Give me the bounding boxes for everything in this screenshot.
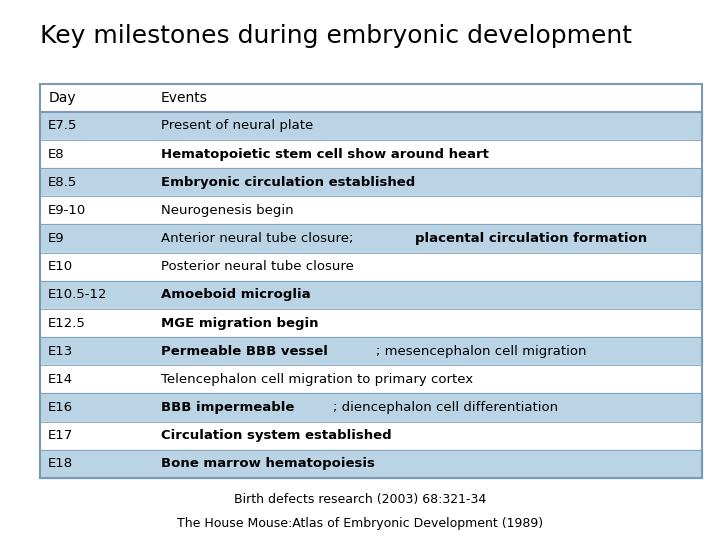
Text: MGE migration begin: MGE migration begin bbox=[161, 316, 318, 329]
Text: Present of neural plate: Present of neural plate bbox=[161, 119, 313, 132]
Text: Embryonic circulation established: Embryonic circulation established bbox=[161, 176, 415, 189]
Text: ; diencephalon cell differentiation: ; diencephalon cell differentiation bbox=[333, 401, 558, 414]
Text: E8.5: E8.5 bbox=[48, 176, 78, 189]
Bar bbox=[40, 365, 702, 394]
Bar bbox=[40, 197, 702, 225]
Bar bbox=[40, 309, 702, 337]
Text: Permeable BBB vessel: Permeable BBB vessel bbox=[161, 345, 328, 357]
Bar bbox=[40, 112, 702, 140]
Text: Amoeboid microglia: Amoeboid microglia bbox=[161, 288, 310, 301]
Text: E7.5: E7.5 bbox=[48, 119, 78, 132]
Text: The House Mouse:Atlas of Embryonic Development (1989): The House Mouse:Atlas of Embryonic Devel… bbox=[177, 517, 543, 530]
Text: BBB impermeable: BBB impermeable bbox=[161, 401, 294, 414]
Text: Key milestones during embryonic development: Key milestones during embryonic developm… bbox=[40, 24, 631, 48]
Bar bbox=[40, 422, 702, 450]
Bar bbox=[40, 337, 702, 365]
Text: Hematopoietic stem cell show around heart: Hematopoietic stem cell show around hear… bbox=[161, 147, 489, 160]
Text: E14: E14 bbox=[48, 373, 73, 386]
Text: Telencephalon cell migration to primary cortex: Telencephalon cell migration to primary … bbox=[161, 373, 473, 386]
Text: Bone marrow hematopoiesis: Bone marrow hematopoiesis bbox=[161, 457, 374, 470]
Bar bbox=[40, 168, 702, 197]
Text: Anterior neural tube closure;: Anterior neural tube closure; bbox=[161, 232, 357, 245]
Bar bbox=[40, 225, 702, 253]
Text: E10: E10 bbox=[48, 260, 73, 273]
Text: placental circulation formation: placental circulation formation bbox=[415, 232, 647, 245]
Text: Day: Day bbox=[48, 91, 76, 105]
Text: Events: Events bbox=[161, 91, 208, 105]
Text: Circulation system established: Circulation system established bbox=[161, 429, 392, 442]
Text: E18: E18 bbox=[48, 457, 73, 470]
Text: E13: E13 bbox=[48, 345, 73, 357]
Text: E9-10: E9-10 bbox=[48, 204, 86, 217]
Bar bbox=[40, 253, 702, 281]
Bar bbox=[40, 394, 702, 422]
Text: E8: E8 bbox=[48, 147, 65, 160]
Text: E17: E17 bbox=[48, 429, 73, 442]
Text: E9: E9 bbox=[48, 232, 65, 245]
Text: Neurogenesis begin: Neurogenesis begin bbox=[161, 204, 294, 217]
Text: E12.5: E12.5 bbox=[48, 316, 86, 329]
Text: E10.5-12: E10.5-12 bbox=[48, 288, 108, 301]
Text: Posterior neural tube closure: Posterior neural tube closure bbox=[161, 260, 354, 273]
Bar bbox=[40, 450, 702, 478]
Bar bbox=[40, 281, 702, 309]
Text: E16: E16 bbox=[48, 401, 73, 414]
Text: Birth defects research (2003) 68:321-34: Birth defects research (2003) 68:321-34 bbox=[234, 493, 486, 506]
Text: ; mesencephalon cell migration: ; mesencephalon cell migration bbox=[376, 345, 587, 357]
Bar bbox=[40, 140, 702, 168]
